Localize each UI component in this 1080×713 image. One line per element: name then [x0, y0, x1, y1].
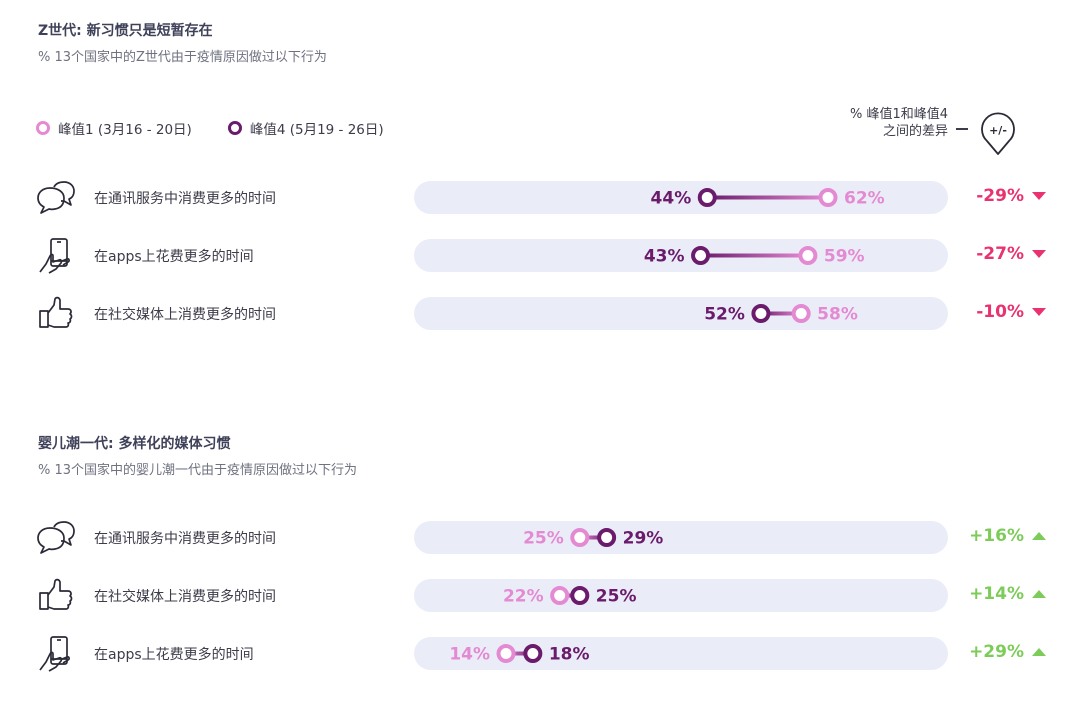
triangle-up-icon	[1032, 532, 1046, 540]
legend-peak1: 峰值1 (3月16 - 20日)	[36, 118, 192, 138]
peak4-point	[751, 304, 771, 323]
dumbbell-plot: 14% 18%	[449, 644, 590, 665]
peak1-value-label: 14%	[449, 645, 490, 665]
plus-minus-text: +/-	[989, 124, 1007, 137]
difference-legend: % 峰值1和峰值4 之间的差异	[800, 106, 948, 140]
row-label: 在通讯服务中消费更多的时间	[94, 191, 276, 207]
chart-row: 在apps上花费更多的时间 14% 18% +29%	[0, 634, 1080, 674]
triangle-down-icon	[1032, 308, 1046, 316]
plus-minus-pin-icon: +/-	[981, 112, 1015, 155]
change-value: -10%	[976, 302, 1024, 322]
peak1-point	[550, 586, 570, 605]
peak1-point	[798, 246, 818, 265]
change-indicator: +16%	[969, 526, 1046, 546]
triangle-down-icon	[1032, 250, 1046, 258]
peak4-point	[691, 246, 711, 265]
peak1-value-label: 22%	[503, 587, 544, 607]
difference-legend-line2: 之间的差异	[882, 124, 948, 139]
section-1-title: Z世代: 新习惯只是短暂存在	[38, 23, 213, 39]
peak4-point	[597, 528, 617, 547]
phone-hand-icon	[36, 237, 76, 275]
triangle-down-icon	[1032, 192, 1046, 200]
section-2-title: 婴儿潮一代: 多样化的媒体习惯	[38, 436, 231, 452]
chart-row: 在通讯服务中消费更多的时间 44% 62% -29%	[0, 178, 1080, 218]
triangle-up-icon	[1032, 648, 1046, 656]
dumbbell-plot: 43% 59%	[644, 246, 865, 267]
change-indicator: +29%	[969, 642, 1046, 662]
peak4-value-label: 29%	[623, 529, 664, 549]
change-value: +14%	[969, 584, 1024, 604]
bar-track	[414, 297, 948, 330]
peak4-value-label: 52%	[704, 305, 745, 325]
peak1-value-label: 62%	[844, 189, 885, 209]
thumbs-up-icon	[36, 577, 76, 615]
section-2-subtitle: % 13个国家中的婴儿潮一代由于疫情原因做过以下行为	[38, 463, 358, 478]
change-value: -27%	[976, 244, 1024, 264]
peak1-value-label: 58%	[817, 305, 858, 325]
peak1-point	[570, 528, 590, 547]
row-label: 在社交媒体上消费更多的时间	[94, 307, 276, 323]
change-value: +29%	[969, 642, 1024, 662]
change-value: -29%	[976, 186, 1024, 206]
row-label: 在apps上花费更多的时间	[94, 249, 254, 265]
section-1-subtitle: % 13个国家中的Z世代由于疫情原因做过以下行为	[38, 50, 327, 65]
chat-bubbles-icon	[36, 179, 76, 217]
change-value: +16%	[969, 526, 1024, 546]
peak4-point	[570, 586, 590, 605]
peak1-point	[791, 304, 811, 323]
peak1-point	[496, 644, 516, 663]
peak1-value-label: 25%	[523, 529, 564, 549]
legend-peak4: 峰值4 (5月19 - 26日)	[227, 118, 384, 138]
triangle-up-icon	[1032, 590, 1046, 598]
peak4-value-label: 44%	[651, 189, 692, 209]
change-indicator: -29%	[976, 186, 1046, 206]
chat-bubbles-icon	[36, 519, 76, 557]
peak4-point	[697, 188, 717, 207]
legend-peak4-label: 峰值4 (5月19 - 26日)	[249, 122, 384, 138]
dumbbell-plot: 44% 62%	[651, 188, 885, 209]
change-indicator: -27%	[976, 244, 1046, 264]
row-label: 在社交媒体上消费更多的时间	[94, 589, 276, 605]
bar-track	[414, 521, 948, 554]
difference-dash	[956, 128, 968, 130]
peak4-value-label: 18%	[549, 645, 590, 665]
peak4-value-label: 25%	[596, 587, 637, 607]
peak4-marker-icon	[227, 121, 242, 135]
phone-hand-icon	[36, 635, 76, 673]
peak4-value-label: 43%	[644, 247, 685, 267]
legend: 峰值1 (3月16 - 20日) 峰值4 (5月19 - 26日)	[36, 118, 420, 138]
peak1-value-label: 59%	[824, 247, 865, 267]
peak4-point	[523, 644, 543, 663]
peak1-marker-icon	[36, 121, 50, 135]
dumbbell-plot: 52% 58%	[704, 304, 858, 325]
bar-track	[414, 239, 948, 272]
chart-row: 在通讯服务中消费更多的时间 25% 29% +16%	[0, 518, 1080, 558]
row-label: 在apps上花费更多的时间	[94, 647, 254, 663]
legend-peak1-label: 峰值1 (3月16 - 20日)	[58, 122, 192, 138]
chart-row: 在社交媒体上消费更多的时间 22% 25% +14%	[0, 576, 1080, 616]
bar-track	[414, 181, 948, 214]
change-indicator: -10%	[976, 302, 1046, 322]
chart-row: 在apps上花费更多的时间 43% 59% -27%	[0, 236, 1080, 276]
bar-track	[414, 579, 948, 612]
chart-row: 在社交媒体上消费更多的时间 52% 58% -10%	[0, 294, 1080, 334]
row-label: 在通讯服务中消费更多的时间	[94, 531, 276, 547]
thumbs-up-icon	[36, 295, 76, 333]
change-indicator: +14%	[969, 584, 1046, 604]
peak1-point	[818, 188, 838, 207]
difference-legend-line1: % 峰值1和峰值4	[849, 107, 948, 122]
dumbbell-plot: 25% 29%	[523, 528, 664, 549]
dumbbell-plot: 22% 25%	[503, 586, 637, 607]
